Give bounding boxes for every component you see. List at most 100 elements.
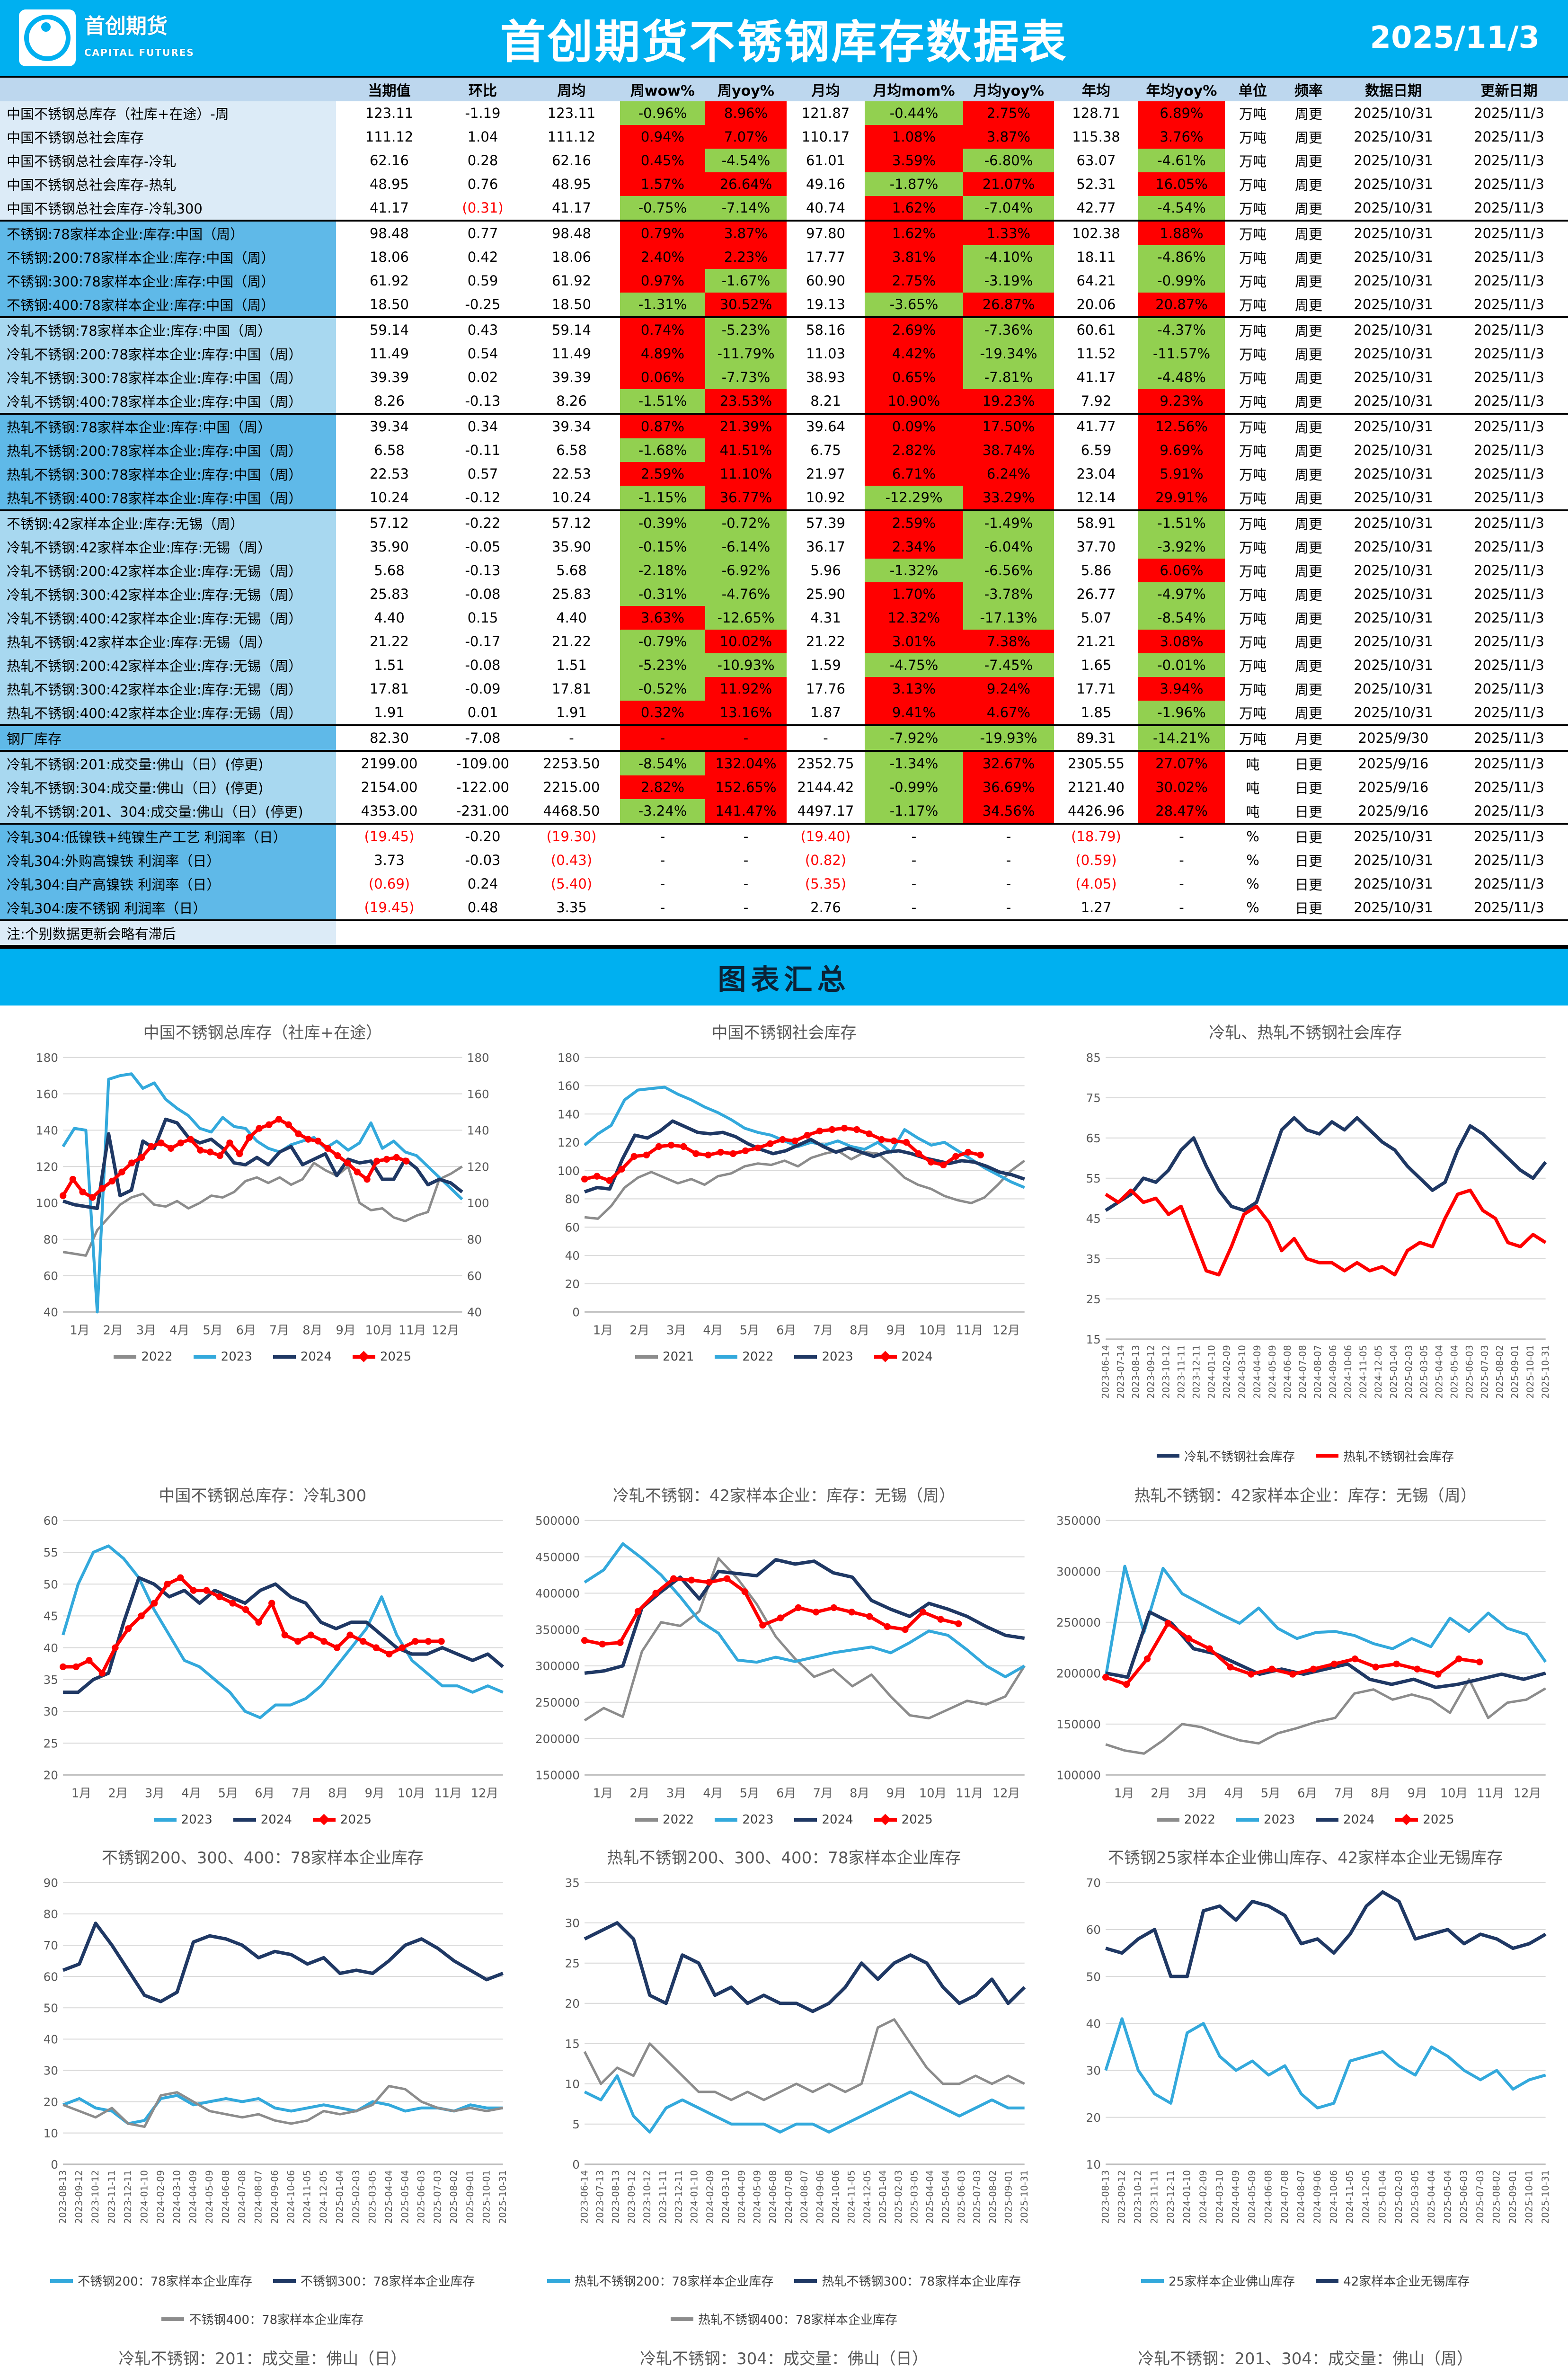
svg-text:60: 60 [44,1269,58,1283]
svg-text:60: 60 [467,1269,482,1283]
svg-text:2024-04-09: 2024-04-09 [1231,2170,1241,2224]
table-cell: 97.80 [787,220,865,245]
svg-text:35: 35 [565,1876,579,1890]
svg-text:50: 50 [44,2001,58,2015]
table-cell: 26.87% [963,293,1054,317]
legend-item: 热轧不锈钢400：78家样本企业库存 [671,2310,897,2328]
svg-text:40: 40 [565,1249,579,1263]
table-cell: 18.06 [551,249,592,265]
table-cell: 57.12 [523,509,620,535]
svg-text:60: 60 [1086,1923,1101,1937]
svg-text:2024-09-06: 2024-09-06 [1328,1345,1338,1398]
table-cell: -4.54% [705,149,787,172]
legend-item: 2025 [874,1813,933,1827]
svg-text:3月: 3月 [136,1324,156,1338]
table-cell: 2025/10/31 [1354,129,1433,145]
table-cell: -6.14% [705,535,787,559]
table-cell: -11.79% [705,342,787,365]
svg-text:160: 160 [558,1079,580,1093]
table-row: 中国不锈钢总社会库存-冷轧 62.16 0.28 62.16 0.45% -4.54% 61… [0,149,1568,172]
table-cell: 0.28 [467,152,498,169]
svg-text:60: 60 [565,1220,579,1234]
chart-3: 冷轧、热轧不锈钢社会库存 15 25 35 45 55 65 75 85 2023-06-14 20… [1046,1018,1564,1465]
svg-text:6月: 6月 [776,1324,796,1338]
row-label: 热轧不锈钢:300:42家样本企业:库存:无锡（周） [0,677,336,701]
chart-5: 冷轧不锈钢：42家样本企业：库存：无锡（周） 150000 200000 250000… [525,1481,1043,1827]
svg-text:5月: 5月 [1261,1786,1281,1800]
svg-text:55: 55 [44,1546,58,1559]
table-cell: 2144.42 [797,779,854,795]
table-cell: (0.82) [805,852,847,868]
table-cell: 25.83 [369,586,409,602]
table-cell: 42.77 [1076,200,1116,216]
table-cell: (4.05) [1075,876,1117,892]
table-cell: 2.82% [620,775,705,799]
table-cell: 6.58 [374,442,405,458]
table-cell: 10.24 [369,489,409,506]
svg-text:2023-10-12: 2023-10-12 [642,2170,653,2224]
table-cell: -7.45% [963,653,1054,677]
table-cell: -4.75% [865,653,963,677]
svg-text:6月: 6月 [255,1786,275,1800]
svg-text:2024-04-09: 2024-04-09 [188,2170,199,2224]
table-cell: 39.64 [787,413,865,438]
svg-text:9月: 9月 [1408,1786,1427,1800]
column-header: 月均yoy% [963,77,1054,101]
svg-text:12月: 12月 [432,1324,459,1338]
svg-text:12月: 12月 [992,1786,1019,1800]
svg-text:11月: 11月 [956,1786,983,1800]
table-cell: 11.03 [806,346,846,362]
table-cell: 2025/10/31 [1354,852,1433,868]
table-cell: 60.90 [806,273,846,289]
row-label: 冷轧不锈钢:400:42家样本企业:库存:无锡（周） [0,606,336,630]
svg-text:350000: 350000 [535,1623,580,1637]
svg-text:2023-09-12: 2023-09-12 [1116,2170,1127,2224]
inventory-data-table: 当期值 环比 周均 周wow% 周yoy% 月均 月均mom% 月均yoy% 年均 年均yoy% 单… [0,76,1568,947]
svg-text:60: 60 [44,1514,58,1528]
table-cell: -5.23% [705,316,787,342]
svg-text:2024-10-06: 2024-10-06 [1329,2170,1339,2224]
table-cell: 周更 [1294,611,1322,627]
svg-text:2025-07-03: 2025-07-03 [1475,2170,1486,2224]
table-cell: 0.74% [620,316,705,342]
svg-text:5月: 5月 [739,1786,759,1800]
svg-text:25: 25 [44,1736,58,1750]
svg-text:180: 180 [36,1051,58,1065]
table-cell: 0.65% [865,365,963,389]
table-cell: 万吨 [1239,705,1267,721]
logo-subtitle: CAPITAL FUTURES [84,47,195,58]
table-cell: 2025/11/3 [1474,466,1544,482]
svg-text:6月: 6月 [776,1786,796,1800]
chart-legend: 冷轧不锈钢社会库存 热轧不锈钢社会库存 [1046,1447,1564,1465]
table-row: 冷轧不锈钢:300:78家样本企业:库存:中国（周） 39.39 0.02 39.39… [0,365,1568,389]
table-cell: 2025/10/31 [1354,899,1433,916]
svg-text:2024-02-09: 2024-02-09 [1222,1345,1232,1398]
table-cell: 0.54 [467,346,498,362]
chart-4: 中国不锈钢总库存：冷轧300 20 25 30 35 40 45 50 55 60 1月 2月 3月 4月… [4,1481,522,1827]
table-cell: -0.39% [620,509,705,535]
svg-text:0: 0 [51,2158,58,2171]
table-cell: 38.93 [806,369,846,385]
svg-text:1月: 1月 [593,1324,613,1338]
svg-text:7月: 7月 [292,1786,311,1800]
table-cell: 17.76 [806,681,846,697]
table-cell: -12.65% [705,606,787,630]
table-cell: -0.17 [465,633,501,650]
table-cell: -0.15% [620,535,705,559]
svg-text:5月: 5月 [218,1786,238,1800]
table-cell: 2025/11/3 [1474,296,1544,312]
table-cell: 4.31 [810,610,841,626]
table-cell: 4.40 [374,610,405,626]
table-cell: 2.59% [620,462,705,486]
table-cell: 2025/11/3 [1474,393,1544,409]
table-cell: 万吨 [1239,540,1267,556]
row-label: 冷轧不锈钢:300:78家样本企业:库存:中国（周） [0,365,336,389]
row-label: 热轧不锈钢:400:78家样本企业:库存:中国（周） [0,486,336,510]
table-cell: 周更 [1294,130,1322,146]
table-cell: -0.79% [620,630,705,653]
table-cell: - [705,724,787,751]
table-cell: 2025/11/3 [1450,509,1568,535]
table-cell: 4.67% [963,701,1054,725]
svg-text:2025-04-04: 2025-04-04 [1426,2170,1437,2224]
row-label: 冷轧不锈钢:201:成交量:佛山（日）(停更) [0,750,336,775]
